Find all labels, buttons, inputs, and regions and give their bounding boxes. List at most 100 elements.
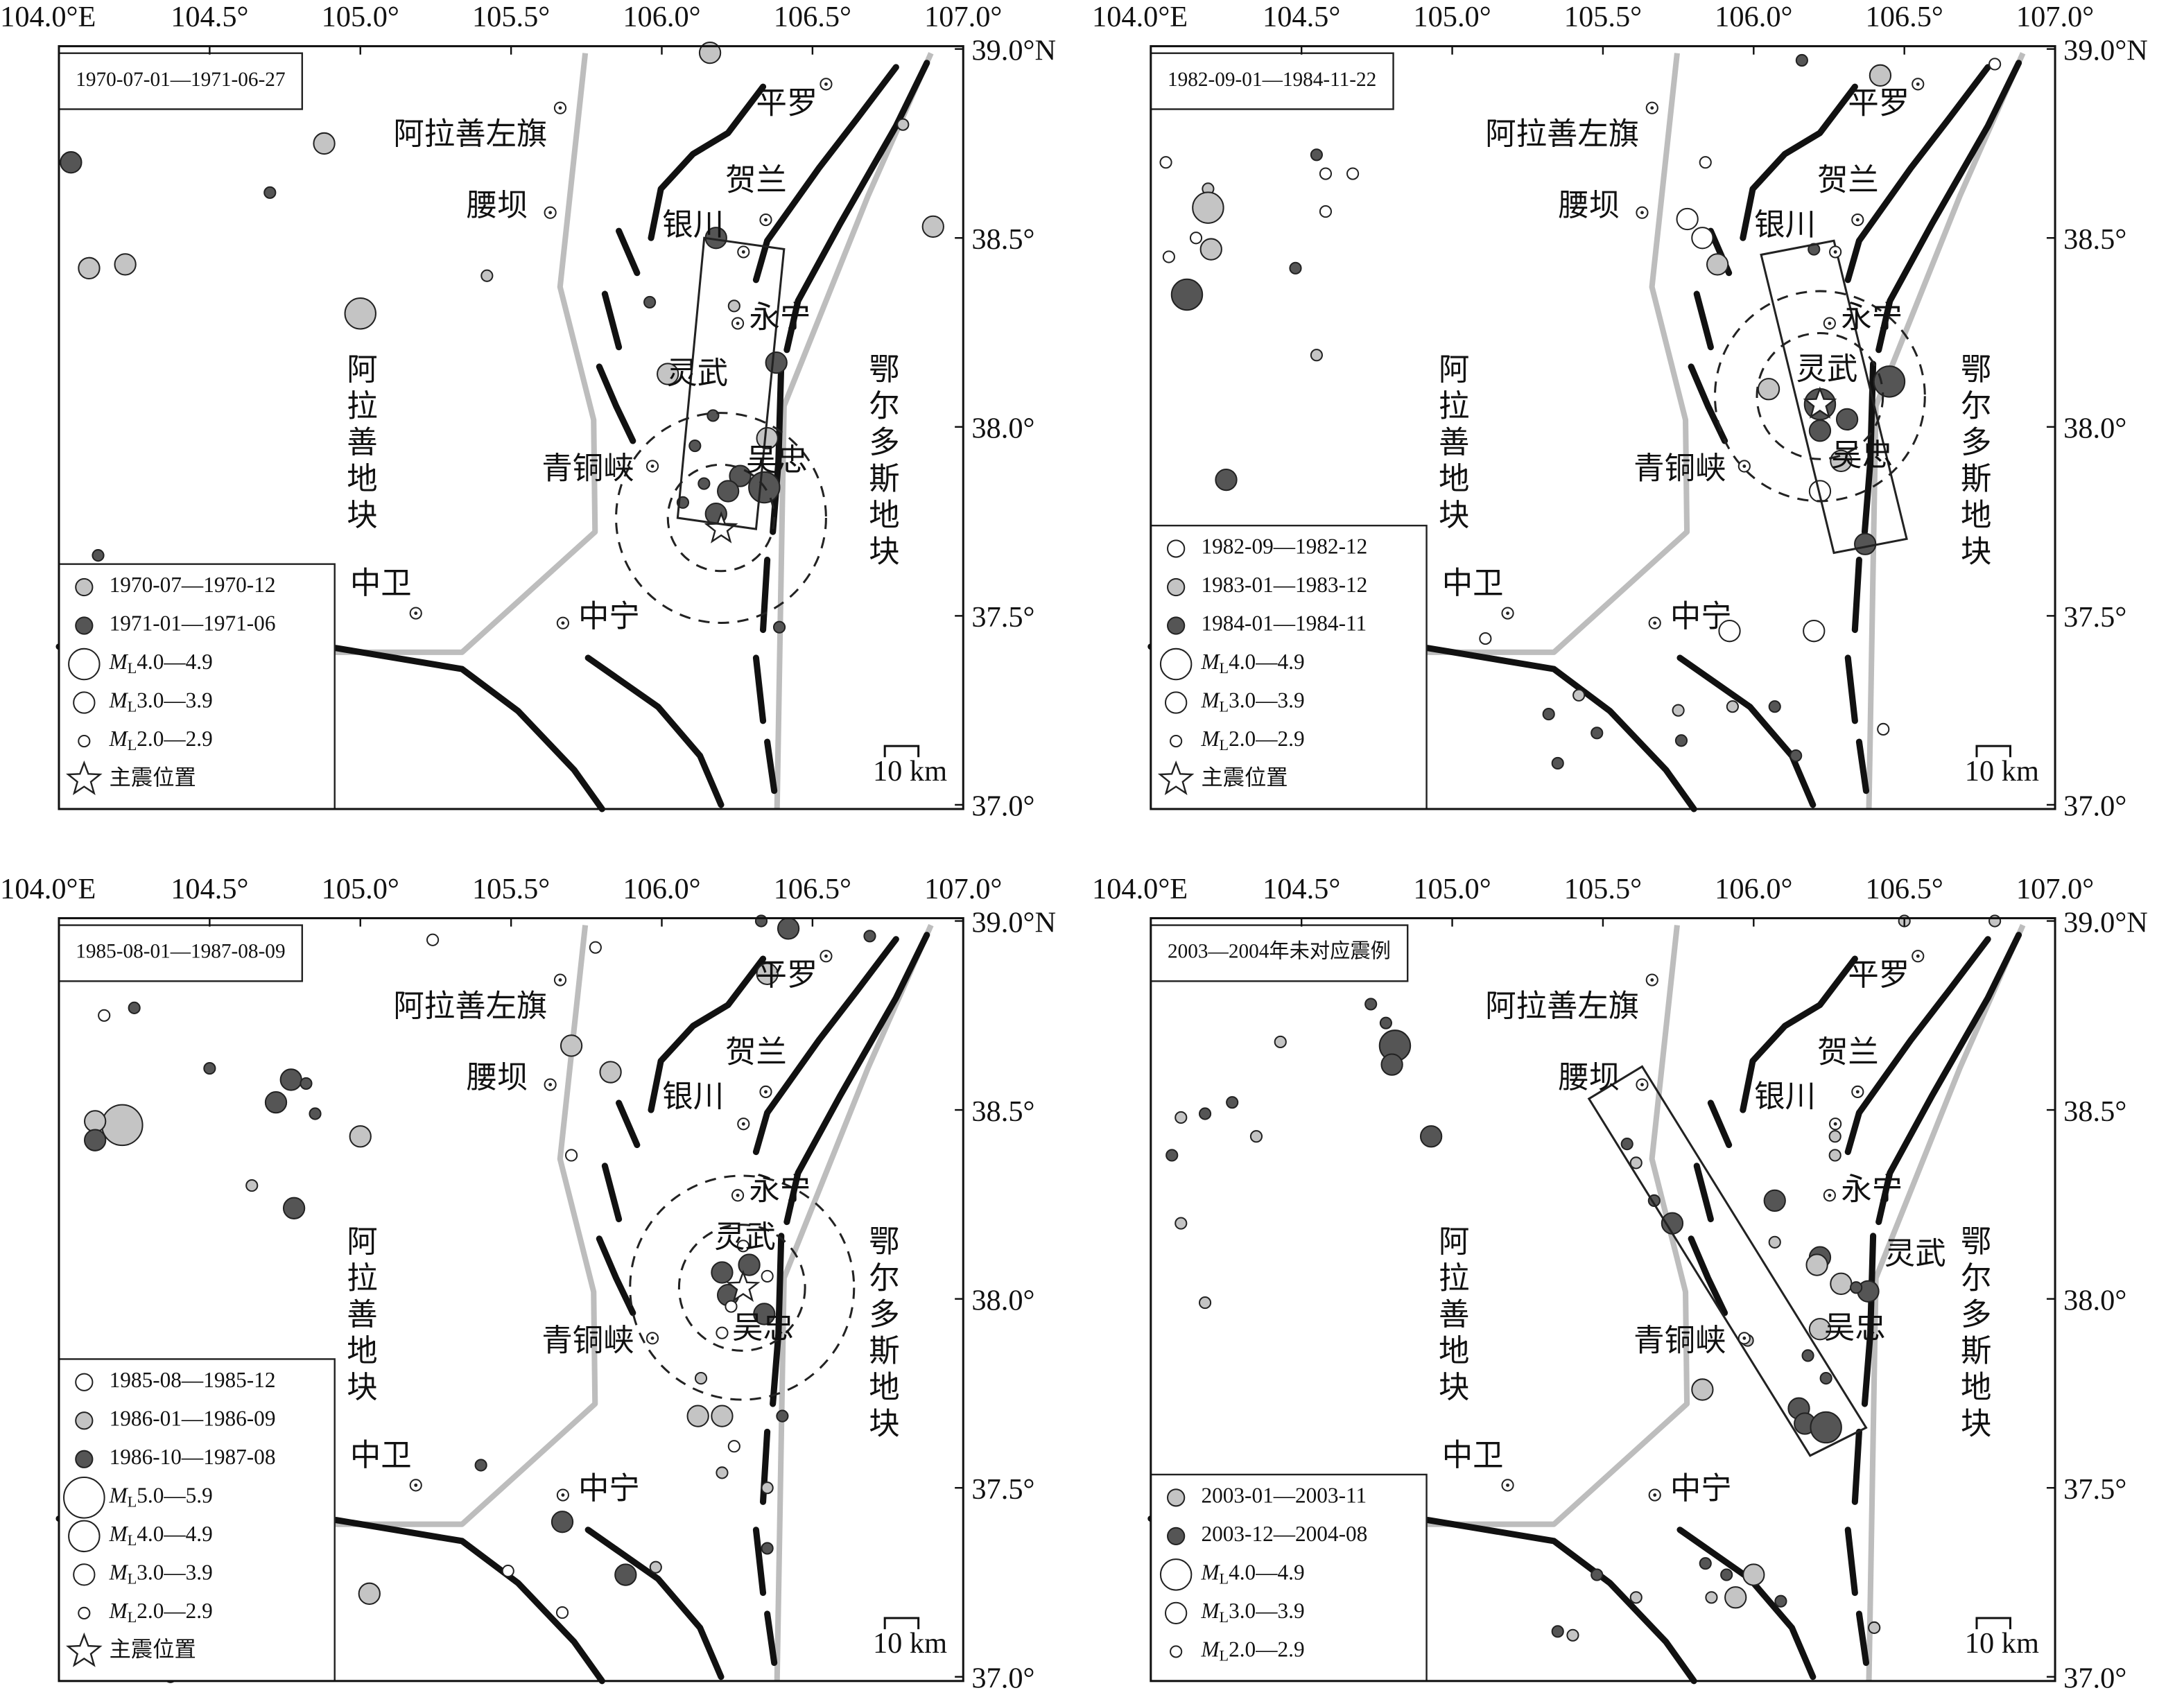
magnitude-range: 3.0—3.9: [137, 1561, 212, 1585]
earthquake: [614, 1563, 637, 1586]
range-circle: [666, 463, 776, 573]
legend-symbol: [1164, 1601, 1188, 1625]
place-label: 鄂尔多斯地块: [1955, 1225, 1991, 1443]
earthquake: [1674, 734, 1688, 747]
earthquake: [1170, 278, 1204, 311]
earthquake: [1198, 1296, 1212, 1310]
place-label: 中宁: [1670, 599, 1732, 634]
earthquake: [1763, 1189, 1786, 1212]
earthquake: [756, 426, 779, 450]
earthquake: [1757, 378, 1780, 401]
y-tick-label: 37.5°: [971, 601, 1034, 634]
place-label: 贺兰: [1817, 1034, 1879, 1070]
earthquake: [716, 1466, 729, 1479]
station-dot: [1742, 1336, 1747, 1340]
place-label: 中宁: [578, 599, 640, 634]
earthquake: [1873, 365, 1906, 398]
earthquake: [1159, 156, 1172, 169]
x-tick-label: 105.0°: [1413, 1, 1491, 33]
period-label: 1982-09-01—1984-11-22: [1168, 69, 1376, 91]
station-dot: [561, 621, 565, 625]
legend-label: 主震位置: [1201, 765, 1288, 790]
legend-symbol: [68, 1520, 101, 1553]
station-dot: [414, 611, 418, 615]
place-label: 贺兰: [725, 1034, 787, 1070]
legend-symbol: [1167, 616, 1186, 635]
station-dot: [650, 1336, 655, 1340]
study-box: [1587, 1065, 1868, 1457]
station-dot: [1506, 611, 1509, 615]
legend-label: ML2.0—2.9: [109, 1599, 213, 1626]
range-circle: [1713, 290, 1926, 503]
magnitude-symbol: M: [1200, 727, 1220, 751]
period-box: [58, 52, 304, 110]
magnitude-symbol: M: [1200, 1637, 1220, 1662]
legend-label: ML4.0—4.9: [1200, 1561, 1304, 1588]
earthquake: [84, 1129, 107, 1151]
earthquake: [1364, 998, 1378, 1011]
magnitude-symbol: M: [1200, 1599, 1220, 1623]
earthquake: [736, 1240, 749, 1253]
period-box: [1150, 52, 1394, 110]
magnitude-range: 5.0—5.9: [137, 1484, 212, 1508]
place-label: 中卫: [350, 566, 412, 601]
legend-label: 1982-09—1982-12: [1201, 534, 1367, 559]
earthquake: [738, 1253, 761, 1276]
station-dot: [1833, 1122, 1837, 1126]
study-box: [1760, 239, 1908, 555]
place-label: 灵武: [714, 1219, 776, 1255]
earthquake: [1810, 1411, 1842, 1444]
period-box: [58, 924, 304, 982]
magnitude-range: 3.0—3.9: [137, 688, 212, 713]
magnitude-subscript: L: [128, 1531, 137, 1549]
scale-label: 10 km: [1965, 1627, 2039, 1660]
legend-symbol: [73, 691, 96, 714]
place-label: 阿拉善地块: [341, 353, 376, 534]
magnitude-symbol: M: [109, 650, 129, 674]
station-dot: [1833, 250, 1837, 254]
x-tick-label: 105.5°: [472, 1, 550, 33]
station-dot: [1742, 464, 1747, 468]
period-label: 2003—2004年未对应震例: [1168, 940, 1391, 963]
place-label: 永宁: [749, 299, 811, 335]
place-label: 银川: [1754, 207, 1816, 243]
earthquake: [727, 299, 740, 313]
magnitude-subscript: L: [1220, 736, 1229, 754]
magnitude-symbol: M: [1200, 1561, 1220, 1585]
magnitude-subscript: L: [128, 736, 137, 754]
earthquake: [501, 1565, 514, 1578]
place-label: 中宁: [1670, 1471, 1732, 1506]
legend-symbol: [1167, 1488, 1186, 1507]
magnitude-range: 3.0—3.9: [1229, 688, 1304, 713]
legend-label: 1986-10—1987-08: [110, 1445, 276, 1469]
legend-symbol: [1170, 734, 1183, 748]
legend-label: ML2.0—2.9: [1200, 1637, 1304, 1664]
period-label: 1970-07-01—1971-06-27: [76, 69, 285, 91]
earthquake: [649, 1561, 662, 1574]
scale-bar: [1975, 745, 2011, 758]
legend-label: ML5.0—5.9: [109, 1484, 213, 1511]
earthquake: [716, 1326, 729, 1339]
earthquake: [114, 253, 137, 276]
earthquake: [1718, 620, 1741, 643]
legend-symbol: [1167, 1527, 1186, 1545]
earthquake: [480, 269, 494, 282]
earthquake: [555, 1606, 569, 1619]
legend-symbol: [1167, 539, 1186, 558]
earthquake: [1319, 205, 1333, 218]
magnitude-subscript: L: [1220, 1647, 1229, 1664]
study-box: [676, 236, 786, 530]
main-shock: [704, 511, 738, 544]
main-shock: [726, 1269, 761, 1303]
place-label: 银川: [662, 207, 724, 243]
range-circle: [677, 1224, 806, 1352]
place-label: 阿拉善地块: [1433, 353, 1468, 534]
y-tick-label: 38.0°: [971, 412, 1034, 445]
earthquake: [1768, 700, 1781, 713]
earthquake: [711, 1261, 734, 1284]
place-label: 永宁: [1841, 299, 1903, 335]
legend-label: ML3.0—3.9: [109, 1561, 213, 1588]
place-label: 银川: [662, 1079, 724, 1115]
earthquake: [772, 620, 786, 634]
